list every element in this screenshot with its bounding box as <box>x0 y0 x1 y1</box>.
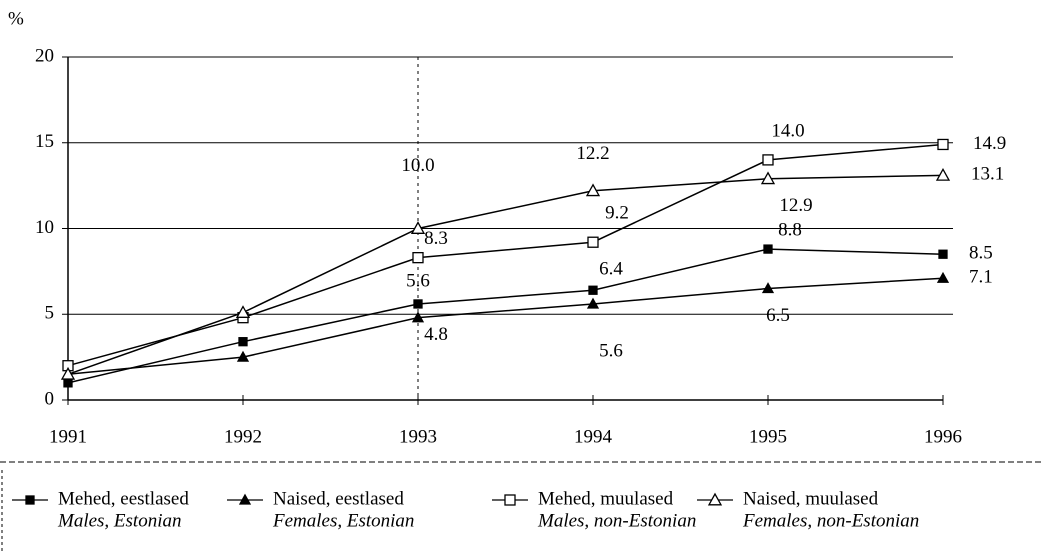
data-label: 8.3 <box>424 228 448 249</box>
data-label: 8.8 <box>778 219 802 240</box>
legend-label-en: Males, non-Estonian <box>537 510 696 531</box>
marker <box>504 494 516 506</box>
marker <box>63 378 73 388</box>
marker <box>25 495 35 505</box>
marker <box>761 282 775 294</box>
y-axis-label: % <box>8 8 24 29</box>
legend-label: Mehed, eestlased <box>58 488 189 509</box>
marker <box>707 492 723 506</box>
legend-label: Mehed, muulased <box>538 488 674 509</box>
x-tick-label: 1994 <box>574 426 613 447</box>
x-tick-label: 1996 <box>924 426 962 447</box>
marker <box>238 493 252 505</box>
marker <box>413 299 423 309</box>
y-tick-label: 5 <box>45 303 55 324</box>
legend-label: Naised, eestlased <box>273 488 404 509</box>
data-label: 5.6 <box>599 340 623 361</box>
x-tick-label: 1993 <box>399 426 437 447</box>
marker <box>411 311 425 323</box>
marker <box>588 285 598 295</box>
y-tick-label: 10 <box>35 217 54 238</box>
data-label: 12.9 <box>779 195 812 216</box>
data-label: 4.8 <box>424 324 448 345</box>
marker <box>412 252 424 264</box>
x-tick-label: 1995 <box>749 426 787 447</box>
marker <box>410 221 426 234</box>
legend-label-en: Females, Estonian <box>272 510 414 531</box>
legend-label: Naised, muulased <box>743 488 879 509</box>
data-label: 7.1 <box>969 267 993 288</box>
data-label: 14.0 <box>771 120 804 141</box>
marker <box>762 154 774 166</box>
legend-label-en: Females, non-Estonian <box>742 510 919 531</box>
series-line <box>67 277 944 376</box>
data-label: 13.1 <box>971 164 1004 185</box>
marker <box>935 167 951 181</box>
data-label: 8.5 <box>969 243 993 264</box>
marker <box>938 249 948 259</box>
data-label: 14.9 <box>973 133 1006 154</box>
marker <box>760 171 776 185</box>
marker <box>763 244 773 254</box>
marker <box>236 350 250 362</box>
data-label: 5.6 <box>406 270 430 291</box>
marker <box>936 271 950 283</box>
marker <box>585 183 601 197</box>
x-tick-label: 1992 <box>224 426 262 447</box>
data-label: 10.0 <box>401 155 434 176</box>
marker <box>60 366 76 380</box>
series-line <box>67 143 944 367</box>
data-label: 6.5 <box>766 305 790 326</box>
y-tick-label: 0 <box>45 388 55 409</box>
series-line <box>67 174 944 375</box>
marker <box>586 297 600 309</box>
data-label: 9.2 <box>605 203 629 224</box>
data-label: 12.2 <box>576 143 609 164</box>
legend-label-en: Males, Estonian <box>57 510 182 531</box>
marker <box>587 236 599 248</box>
y-tick-label: 15 <box>35 131 54 152</box>
series-line <box>67 248 944 384</box>
marker <box>238 337 248 347</box>
marker <box>937 138 949 151</box>
marker <box>235 305 251 318</box>
data-label: 6.4 <box>599 259 623 280</box>
y-tick-label: 20 <box>35 45 54 66</box>
x-tick-label: 1991 <box>49 426 87 447</box>
